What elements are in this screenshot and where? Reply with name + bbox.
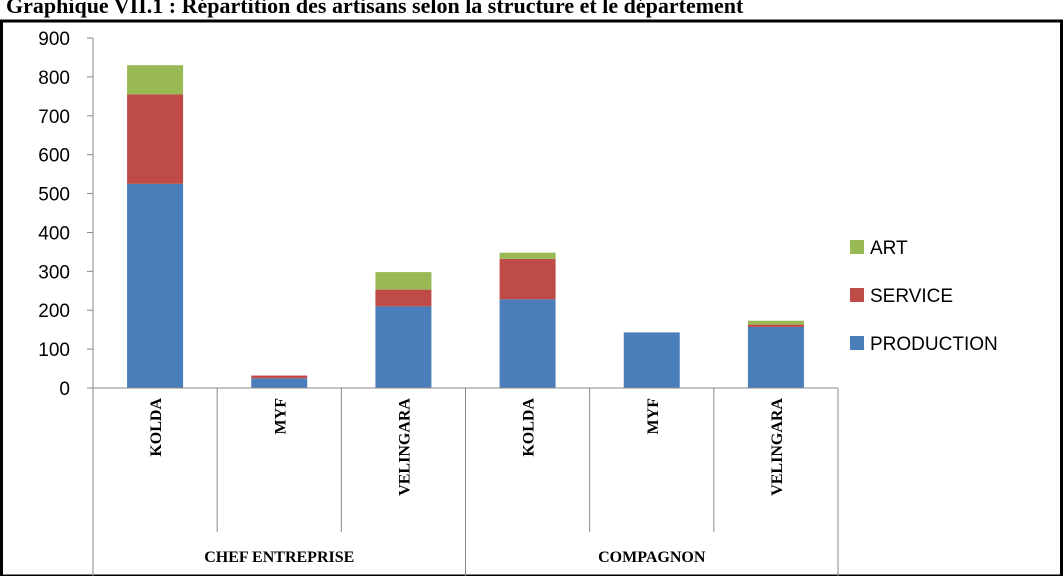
legend-label-service: SERVICE (870, 286, 953, 307)
y-axis: 0 100 200 300 400 500 600 700 800 900 (38, 29, 94, 400)
bar-segment-production (747, 326, 804, 388)
bar-segment-production (623, 332, 680, 388)
bar-segment-production (499, 299, 556, 388)
x-group-label: CHEF ENTREPRISE (204, 549, 354, 566)
bar-segment-service (747, 324, 804, 327)
y-tick-label: 500 (38, 185, 70, 206)
bar-segment-production (251, 378, 308, 388)
chart-border (0, 19, 1063, 576)
legend-swatch-production (850, 336, 864, 350)
legend-label-production: PRODUCTION (870, 334, 998, 355)
y-tick-label: 400 (38, 223, 70, 244)
y-tick-label: 900 (38, 29, 70, 50)
y-tick-label: 200 (38, 301, 70, 322)
x-category-label: KOLDA (521, 398, 538, 457)
y-tick-label: 700 (38, 107, 70, 128)
bar-segment-production (127, 183, 184, 388)
y-tick-label: 800 (38, 68, 70, 89)
legend-swatch-art (850, 240, 864, 254)
bar-segment-art (499, 252, 556, 259)
legend: ART SERVICE PRODUCTION (850, 238, 998, 355)
bar-segment-art (747, 320, 804, 325)
bar-segment-service (127, 94, 184, 184)
x-category-label: KOLDA (148, 398, 165, 457)
y-tick-label: 0 (59, 379, 70, 400)
x-category-label: VELINGARA (769, 398, 786, 496)
y-tick-label: 600 (38, 146, 70, 167)
legend-label-art: ART (870, 238, 908, 259)
x-category-label: MYF (272, 398, 289, 435)
legend-swatch-service (850, 288, 864, 302)
x-axis: KOLDA MYF VELINGARA KOLDA MYF VELINGARA CHEF E… (92, 387, 839, 576)
y-tick-label: 100 (38, 340, 70, 361)
chart-title: Graphique VII.1 : Répartition des artisa… (6, 0, 744, 18)
bar-segment-art (375, 272, 432, 290)
bar-segment-service (499, 258, 556, 300)
x-group-label: COMPAGNON (598, 549, 706, 566)
y-tick-label: 300 (38, 262, 70, 283)
bar-segment-service (251, 375, 308, 379)
x-category-label: VELINGARA (396, 398, 413, 496)
bar-segment-service (375, 289, 432, 307)
x-category-label: MYF (645, 398, 662, 435)
bar-segment-art (127, 65, 184, 95)
bars (127, 65, 804, 388)
bar-segment-production (375, 306, 432, 388)
